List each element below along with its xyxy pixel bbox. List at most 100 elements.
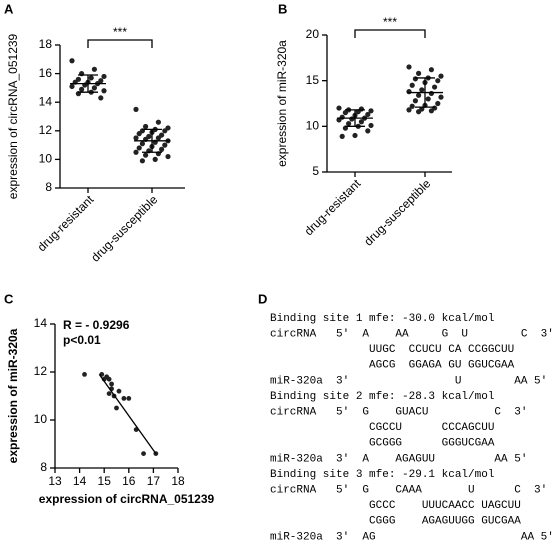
data-point bbox=[349, 116, 355, 122]
binding-line: AGCG GGAGA GU GGUCGAA bbox=[270, 360, 515, 372]
data-point bbox=[409, 82, 415, 88]
binding-line: miR-320a 3' U AA 5' bbox=[270, 375, 547, 387]
data-point bbox=[346, 120, 352, 127]
y-tick-label: 5 bbox=[312, 164, 319, 178]
data-point bbox=[162, 142, 168, 148]
y-axis-label: expression of miR-320a bbox=[6, 328, 20, 463]
panel-label: D bbox=[258, 291, 267, 306]
y-axis-label: expression of miR-320a bbox=[275, 40, 289, 167]
x-tick-label: drug-susceptible bbox=[361, 176, 433, 248]
y-tick-label: 15 bbox=[306, 73, 320, 87]
data-point bbox=[419, 87, 425, 93]
x-tick-label: 14 bbox=[73, 474, 87, 488]
y-tick-label: 18 bbox=[39, 37, 53, 51]
data-point bbox=[425, 96, 431, 102]
y-tick-label: 8 bbox=[40, 460, 47, 474]
binding-line: circRNA 5' A AA G U C 3' bbox=[270, 329, 553, 341]
y-tick-label: 16 bbox=[39, 66, 53, 80]
y-tick-label: 14 bbox=[39, 94, 53, 108]
data-point bbox=[412, 98, 418, 104]
data-point bbox=[69, 58, 75, 64]
binding-line: GCGGG GGGUCGAA bbox=[270, 438, 495, 450]
binding-line: CGCCU CCCAGCUU bbox=[270, 422, 494, 434]
data-point bbox=[82, 372, 87, 377]
data-point bbox=[141, 451, 146, 456]
data-point bbox=[106, 376, 112, 382]
data-point bbox=[428, 90, 434, 97]
data-point bbox=[155, 135, 161, 141]
panel-label: B bbox=[278, 1, 287, 16]
y-tick-label: 8 bbox=[45, 180, 52, 194]
data-point bbox=[409, 103, 415, 109]
data-point bbox=[136, 145, 142, 151]
data-point bbox=[79, 86, 85, 92]
x-tick-label: 17 bbox=[147, 474, 161, 488]
binding-line: Binding site 3 mfe: -29.1 kcal/mol bbox=[270, 469, 494, 481]
data-point bbox=[339, 133, 345, 139]
data-point bbox=[406, 64, 412, 70]
data-point bbox=[416, 70, 422, 76]
data-point bbox=[336, 105, 342, 111]
data-point bbox=[368, 108, 374, 114]
data-point bbox=[435, 100, 441, 107]
binding-line: miR-320a 3' A AGAGUU AA 5' bbox=[270, 453, 527, 465]
data-point bbox=[365, 111, 371, 118]
annotation: R = - 0.9296 bbox=[63, 318, 130, 332]
data-point bbox=[365, 128, 371, 134]
data-point bbox=[406, 107, 412, 113]
data-point bbox=[98, 95, 104, 101]
x-tick-label: 18 bbox=[171, 474, 185, 488]
binding-line: UUGC CCUCU CA CCGGCUU bbox=[270, 344, 514, 356]
y-axis-label: expression of circRNA_051239 bbox=[6, 33, 20, 199]
data-point bbox=[69, 83, 75, 90]
data-point bbox=[152, 156, 158, 162]
data-point bbox=[159, 146, 165, 152]
binding-line: GCCC UUUCAACC UAGCUU bbox=[270, 500, 521, 512]
y-tick-label: 10 bbox=[39, 152, 53, 166]
data-point bbox=[116, 388, 122, 394]
data-point bbox=[428, 67, 434, 73]
data-point bbox=[101, 88, 107, 94]
x-tick-label: 15 bbox=[98, 474, 112, 488]
data-point bbox=[139, 158, 145, 164]
binding-line: CGGG AGAGUUGG GUCGAA bbox=[270, 516, 521, 528]
y-tick-label: 12 bbox=[39, 123, 53, 137]
x-tick-label: drug-resistant bbox=[302, 176, 364, 238]
data-point bbox=[133, 149, 139, 155]
y-tick-label: 14 bbox=[34, 316, 48, 330]
data-point bbox=[91, 66, 97, 72]
x-tick-label: drug-susceptible bbox=[88, 192, 160, 264]
data-point bbox=[352, 132, 358, 139]
data-point bbox=[342, 110, 348, 116]
binding-line: miR-320a 3' AG AA 5' bbox=[270, 531, 553, 543]
binding-line: Binding site 1 mfe: -30.0 kcal/mol bbox=[270, 313, 494, 325]
binding-line: circRNA 5' G GUACU C 3' bbox=[270, 407, 527, 419]
data-point bbox=[368, 122, 374, 129]
y-tick-label: 20 bbox=[306, 27, 320, 41]
annotation: p<0.01 bbox=[63, 333, 101, 347]
data-point bbox=[358, 119, 364, 125]
x-tick-label: 13 bbox=[48, 474, 62, 488]
data-point bbox=[143, 152, 149, 158]
data-point bbox=[438, 73, 444, 79]
data-point bbox=[121, 396, 127, 401]
x-tick-label: 16 bbox=[122, 474, 136, 488]
y-tick-label: 10 bbox=[34, 412, 48, 426]
significance-label: *** bbox=[383, 15, 397, 29]
x-axis-label: expression of circRNA_051239 bbox=[39, 492, 215, 506]
data-point bbox=[155, 119, 161, 125]
y-tick-label: 10 bbox=[306, 119, 320, 133]
data-point bbox=[139, 141, 145, 147]
data-point bbox=[165, 153, 171, 160]
data-point bbox=[126, 396, 132, 401]
data-point bbox=[432, 84, 438, 90]
data-point bbox=[406, 89, 412, 95]
significance-label: *** bbox=[113, 25, 127, 39]
data-point bbox=[91, 85, 97, 91]
data-point bbox=[412, 76, 418, 82]
data-point bbox=[416, 92, 422, 98]
data-point bbox=[438, 94, 444, 100]
binding-line: Binding site 2 mfe: -28.3 kcal/mol bbox=[270, 391, 494, 403]
data-point bbox=[435, 78, 441, 84]
